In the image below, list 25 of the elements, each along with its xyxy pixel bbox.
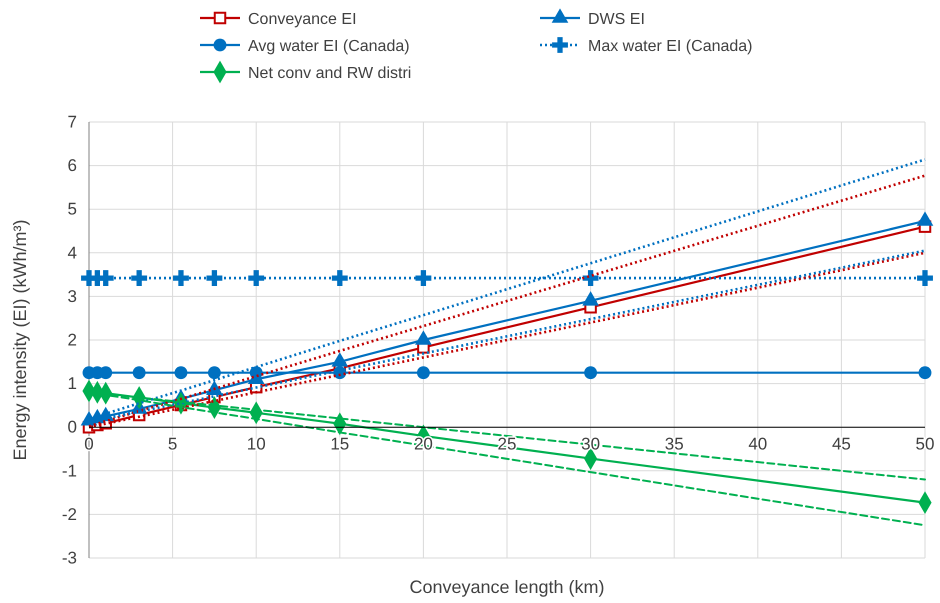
x-axis-title: Conveyance length (km) bbox=[409, 577, 605, 597]
legend-label: DWS EI bbox=[588, 11, 645, 28]
x-tick-label: 35 bbox=[664, 434, 684, 454]
y-tick-label: 5 bbox=[68, 200, 77, 219]
legend-label: Conveyance EI bbox=[248, 11, 357, 28]
x-tick-label: 50 bbox=[916, 434, 934, 454]
y-tick-label: -2 bbox=[62, 504, 77, 524]
y-tick-label: 0 bbox=[68, 418, 77, 437]
x-tick-label: 40 bbox=[748, 434, 768, 454]
y-tick-label: -1 bbox=[62, 461, 77, 480]
x-tick-label: 10 bbox=[246, 434, 266, 454]
legend-label: Max water EI (Canada) bbox=[588, 38, 753, 55]
y-tick-label: 2 bbox=[68, 330, 77, 350]
x-tick-label: 15 bbox=[330, 434, 350, 454]
y-tick-label: 7 bbox=[68, 112, 77, 132]
x-tick-label: 45 bbox=[832, 434, 851, 454]
y-tick-label: 4 bbox=[68, 243, 77, 262]
y-tick-label: 3 bbox=[68, 286, 77, 306]
legend-label: Avg water EI (Canada) bbox=[248, 38, 410, 55]
y-tick-label: 6 bbox=[68, 156, 77, 176]
legend-label: Net conv and RW distri bbox=[248, 65, 412, 82]
x-tick-label: 5 bbox=[168, 434, 178, 454]
y-axis-title: Energy intensity (EI) (kWh/m³) bbox=[10, 219, 30, 461]
y-tick-label: -3 bbox=[62, 548, 77, 568]
y-tick-label: 1 bbox=[68, 374, 77, 394]
